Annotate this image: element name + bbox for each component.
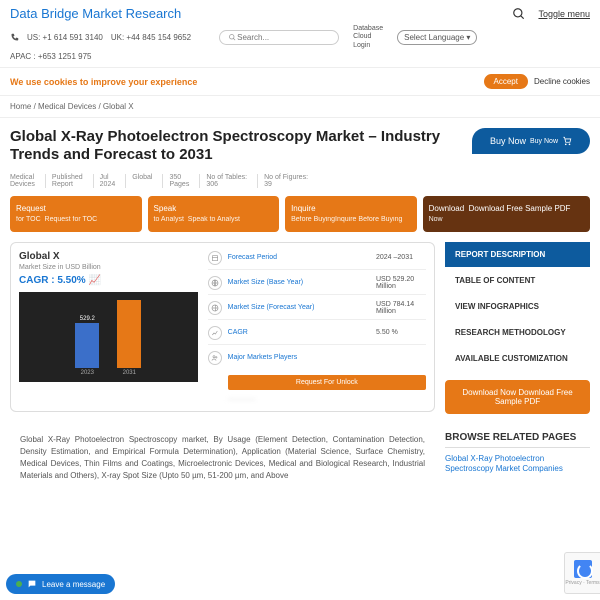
phone-uk: UK: +44 845 154 9652	[111, 33, 191, 42]
browse-title: BROWSE RELATED PAGES	[445, 424, 590, 448]
cagr-label: CAGR : 5.50% 📈	[19, 275, 198, 286]
report-body: Global X-Ray Photoelectron Spectroscopy …	[10, 424, 435, 492]
chart-title: Global X	[19, 251, 198, 262]
phone-apac: APAC : +653 1251 975	[10, 52, 91, 61]
search-box[interactable]	[219, 30, 339, 45]
breadcrumb[interactable]: Home / Medical Devices / Global X	[0, 95, 600, 118]
chart-sub: Market Size in USD Billion	[19, 264, 198, 271]
phone-icon	[10, 33, 19, 42]
language-select[interactable]: Select Language ▾	[397, 30, 477, 45]
players-icon	[208, 351, 222, 365]
tab-toc[interactable]: TABLE OF CONTENT	[445, 268, 590, 294]
related-link[interactable]: Global X-Ray Photoelectron Spectroscopy …	[445, 454, 590, 475]
download-sample-button[interactable]: Download Download Free Sample PDFNow	[423, 196, 590, 231]
logo[interactable]: Data Bridge Market Research	[10, 6, 181, 21]
status-dot	[16, 581, 22, 587]
recaptcha-badge: Privacy · Terms	[564, 552, 600, 594]
accept-button[interactable]: Accept	[484, 74, 528, 89]
chat-icon	[27, 579, 37, 589]
search-icon[interactable]	[512, 7, 526, 21]
tab-customization[interactable]: AVAILABLE CUSTOMIZATION	[445, 346, 590, 372]
db-links[interactable]: DatabaseCloudLogin	[353, 25, 383, 50]
calendar-icon	[208, 251, 222, 265]
search-input[interactable]	[237, 33, 317, 42]
download-pdf-button[interactable]: Download Now Download Free Sample PDF	[445, 380, 590, 414]
tab-description[interactable]: REPORT DESCRIPTION	[445, 242, 590, 268]
meta-row: MedicalDevices PublishedReport Jul2024 G…	[0, 174, 600, 196]
page-title: Global X-Ray Photoelectron Spectroscopy …	[10, 128, 462, 164]
chat-button[interactable]: Leave a message	[6, 574, 115, 594]
cart-icon	[562, 136, 572, 146]
tab-methodology[interactable]: RESEARCH METHODOLOGY	[445, 320, 590, 346]
unlock-button[interactable]: Request For Unlock	[228, 375, 426, 390]
chart-icon	[208, 326, 222, 340]
globe-icon	[208, 276, 222, 290]
chart-card: Global X Market Size in USD Billion CAGR…	[10, 242, 435, 412]
request-toc-button[interactable]: Requestfor TOC Request for TOC	[10, 196, 142, 231]
speak-analyst-button[interactable]: Speakto Analyst Speak to Analyst	[148, 196, 280, 231]
phone-us: US: +1 614 591 3140	[27, 33, 103, 42]
globe-icon	[208, 301, 222, 315]
nav-tabs: REPORT DESCRIPTION TABLE OF CONTENT VIEW…	[445, 242, 590, 372]
bar-chart: 529.22023 2031	[19, 292, 198, 382]
cookie-text: We use cookies to improve your experienc…	[10, 77, 197, 87]
search-icon-2	[228, 33, 237, 42]
inquire-button[interactable]: InquireBefore BuyingInquire Before Buyin…	[285, 196, 417, 231]
tab-infographics[interactable]: VIEW INFOGRAPHICS	[445, 294, 590, 320]
toggle-menu[interactable]: Toggle menu	[538, 9, 590, 19]
decline-button[interactable]: Decline cookies	[534, 77, 590, 86]
buy-now-button[interactable]: Buy NowBuy Now	[472, 128, 590, 154]
